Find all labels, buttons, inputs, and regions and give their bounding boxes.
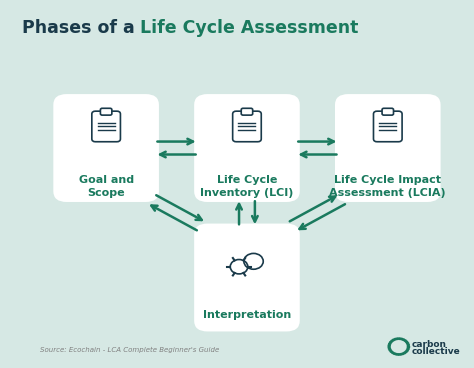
Text: Life Cycle Impact
Assessment (LCIA): Life Cycle Impact Assessment (LCIA): [329, 175, 446, 198]
Circle shape: [389, 341, 392, 344]
Circle shape: [407, 346, 410, 349]
Circle shape: [392, 339, 395, 341]
Text: Interpretation: Interpretation: [203, 310, 291, 320]
FancyBboxPatch shape: [382, 108, 393, 115]
Circle shape: [407, 345, 410, 348]
FancyBboxPatch shape: [241, 108, 253, 115]
Circle shape: [402, 351, 406, 354]
Circle shape: [404, 350, 408, 353]
Circle shape: [387, 346, 391, 348]
Circle shape: [401, 353, 404, 355]
Circle shape: [400, 337, 403, 340]
Text: collective: collective: [412, 347, 461, 356]
Circle shape: [403, 339, 407, 342]
Circle shape: [387, 344, 391, 347]
Text: Life Cycle Assessment: Life Cycle Assessment: [140, 18, 359, 36]
Circle shape: [398, 337, 401, 340]
Circle shape: [405, 340, 408, 343]
Text: Source: Ecochain - LCA Complete Beginner's Guide: Source: Ecochain - LCA Complete Beginner…: [40, 347, 219, 353]
Circle shape: [407, 343, 410, 346]
Circle shape: [402, 338, 405, 341]
Text: Goal and
Scope: Goal and Scope: [79, 175, 134, 198]
Circle shape: [388, 342, 392, 345]
Circle shape: [390, 350, 393, 353]
FancyBboxPatch shape: [335, 94, 441, 202]
Circle shape: [405, 349, 409, 352]
Circle shape: [406, 342, 410, 345]
Circle shape: [406, 348, 410, 350]
Circle shape: [394, 338, 397, 340]
FancyBboxPatch shape: [194, 224, 300, 332]
Text: carbon: carbon: [412, 340, 447, 348]
FancyBboxPatch shape: [100, 108, 112, 115]
Circle shape: [393, 352, 396, 355]
Circle shape: [391, 351, 394, 354]
Text: Phases of a: Phases of a: [22, 18, 135, 36]
FancyBboxPatch shape: [194, 94, 300, 202]
Circle shape: [399, 353, 402, 356]
Text: Life Cycle
Inventory (LCI): Life Cycle Inventory (LCI): [201, 175, 294, 198]
FancyBboxPatch shape: [53, 94, 159, 202]
Circle shape: [390, 339, 394, 342]
Circle shape: [388, 347, 391, 350]
Circle shape: [396, 337, 399, 340]
Circle shape: [395, 353, 398, 356]
Circle shape: [388, 349, 392, 352]
Circle shape: [397, 353, 400, 356]
